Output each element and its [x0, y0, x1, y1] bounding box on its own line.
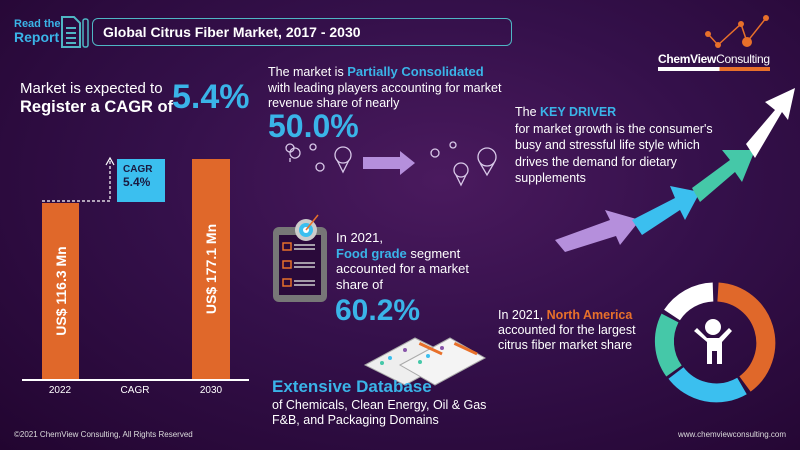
segment-value: 60.2%	[335, 294, 421, 327]
donut-slice-teal	[654, 313, 682, 377]
consolidation-prefix: The market is	[268, 65, 348, 79]
bar-2022-label: US$ 116.3 Mn	[52, 246, 69, 336]
read-label: Read the	[14, 18, 61, 30]
driver-line: supplements	[515, 171, 586, 185]
growth-arrows-icon	[555, 88, 795, 252]
location-pins-icon	[285, 141, 497, 187]
region-line3: citrus fiber market share	[498, 338, 633, 352]
consolidation-text: The market is Partially Consolidated wit…	[268, 64, 501, 112]
driver-line: for market growth is the consumer's	[515, 121, 713, 136]
x-tick-2022: 2022	[48, 385, 72, 396]
logo-text-light: Consulting	[716, 52, 770, 66]
segment-line1: In 2021,	[336, 230, 383, 245]
cagr-intro-bold: Register a CAGR of	[20, 98, 174, 116]
cagr-badge-value: 5.4%	[123, 175, 151, 189]
bar-2030-label: US$ 177.1 Mn	[203, 223, 220, 315]
database-text: of Chemicals, Clean Energy, Oil & Gas F&…	[272, 398, 486, 428]
bar-2030: US$ 177.1 Mn	[192, 159, 230, 379]
donut-slice-white	[664, 282, 714, 321]
driver-highlight: KEY DRIVER	[540, 105, 617, 119]
donut-slice-orange	[716, 282, 776, 392]
donut-slice-blue	[668, 366, 747, 403]
report-title: Global Citrus Fiber Market, 2017 - 2030	[103, 24, 361, 40]
report-label: Report	[14, 29, 60, 45]
segment-after: segment	[406, 245, 461, 261]
logo-text-bold: ChemView	[658, 52, 717, 66]
region-donut-chart	[654, 282, 776, 403]
database-sheets-icon	[363, 337, 487, 386]
cagr-value: 5.4%	[172, 78, 250, 116]
region-text: In 2021, North America accounted for the…	[498, 308, 636, 353]
x-tick-2030: 2030	[199, 385, 223, 396]
cagr-dashed-arrow	[42, 156, 115, 202]
region-prefix: In 2021,	[498, 308, 547, 322]
website-link[interactable]: www.chemviewconsulting.com	[678, 430, 787, 439]
cagr-badge-label: CAGR	[123, 164, 153, 175]
cagr-intro: Market is expected to	[20, 80, 163, 97]
database-line2: F&B, and Packaging Domains	[272, 413, 439, 427]
driver-line: busy and stressful life style which	[515, 138, 700, 152]
segment-line3: accounted for a market	[336, 261, 469, 276]
logo-graph-icon	[705, 15, 769, 48]
region-highlight: North America	[546, 308, 633, 322]
cagr-badge: CAGR 5.4%	[117, 159, 165, 202]
person-icon	[694, 319, 732, 364]
clipboard-target-icon	[273, 214, 327, 302]
segment-text: In 2021, Food grade segment accounted fo…	[336, 230, 469, 292]
driver-prefix: The	[515, 105, 541, 119]
region-line2: accounted for the largest	[498, 323, 636, 337]
x-tick-cagr: CAGR	[120, 385, 150, 396]
segment-highlight: Food grade	[336, 245, 407, 261]
driver-line: drives the demand for dietary	[515, 154, 677, 169]
report-title-box: Global Citrus Fiber Market, 2017 - 2030	[92, 18, 512, 46]
copyright: ©2021 ChemView Consulting, All Rights Re…	[14, 430, 193, 439]
logo: ChemViewConsulting	[658, 52, 770, 71]
segment-line4: share of	[336, 276, 383, 292]
read-report-link[interactable]: Read the Report	[14, 18, 61, 45]
consolidation-line3: revenue share of nearly	[268, 96, 400, 110]
consolidation-line2: with leading players accounting for mark…	[268, 80, 502, 95]
x-axis	[22, 379, 249, 381]
logo-bar	[658, 67, 770, 71]
bar-2022: US$ 116.3 Mn	[42, 203, 79, 379]
key-driver-text: The KEY DRIVER for market growth is the …	[515, 104, 713, 187]
database-title: Extensive Database	[272, 377, 432, 396]
document-icon	[61, 16, 89, 48]
database-line1: of Chemicals, Clean Energy, Oil & Gas	[272, 398, 487, 412]
consolidation-value: 50.0%	[268, 108, 359, 144]
consolidation-highlight: Partially Consolidated	[347, 64, 484, 79]
